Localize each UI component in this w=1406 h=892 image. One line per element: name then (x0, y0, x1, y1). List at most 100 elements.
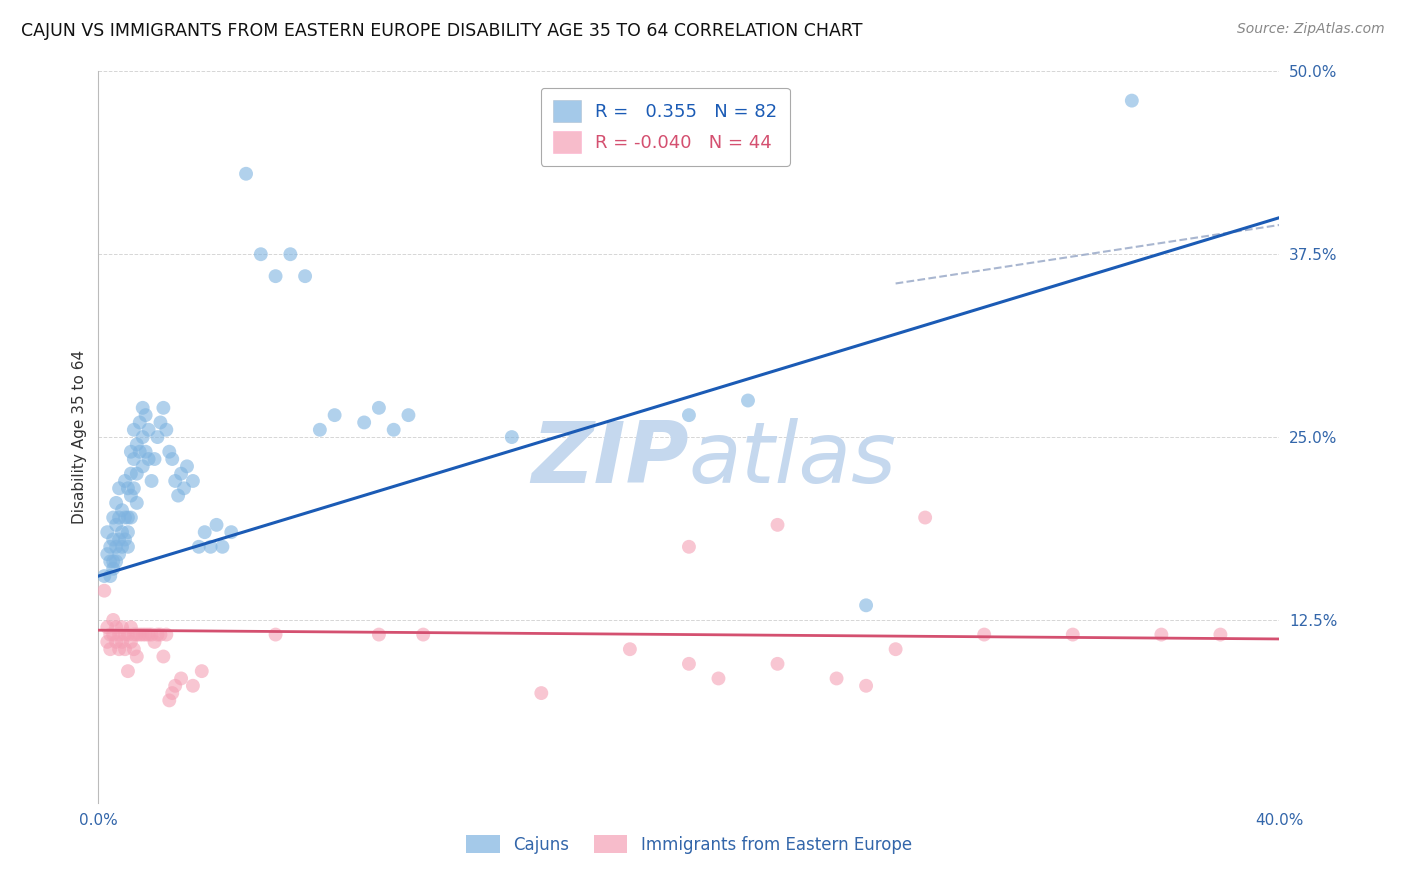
Point (105, 496, 128, 510)
Point (152, 649, 174, 664)
Point (323, 408, 346, 422)
Point (855, 599, 877, 613)
Point (165, 474, 187, 488)
Point (114, 533, 136, 547)
Point (398, 408, 420, 422)
Point (138, 452, 160, 467)
Point (141, 474, 163, 488)
Point (1150, 627, 1173, 641)
Point (125, 467, 148, 481)
Point (264, 269, 287, 284)
Point (149, 416, 172, 430)
Text: ZIP: ZIP (531, 417, 689, 500)
Point (125, 649, 148, 664)
Point (737, 393, 759, 408)
Point (120, 510, 142, 524)
Point (103, 562, 125, 576)
Point (138, 423, 160, 437)
Point (678, 657, 700, 671)
Point (96, 635, 118, 649)
Point (162, 686, 183, 700)
Point (135, 408, 157, 422)
Point (120, 489, 142, 503)
Point (132, 459, 155, 474)
Point (884, 642, 907, 657)
Point (382, 423, 405, 437)
Point (157, 444, 180, 458)
Point (200, 540, 222, 554)
Point (96, 525, 118, 540)
Point (117, 525, 139, 540)
Point (678, 408, 700, 422)
Point (766, 517, 789, 532)
Point (309, 423, 332, 437)
Point (155, 627, 177, 641)
Point (155, 423, 177, 437)
Point (181, 474, 204, 488)
Point (353, 416, 375, 430)
Point (98, 540, 121, 554)
Point (98, 627, 121, 641)
Point (143, 635, 166, 649)
Point (103, 533, 125, 547)
Point (120, 444, 142, 458)
Point (530, 686, 553, 700)
Point (125, 627, 148, 641)
Point (98, 554, 121, 568)
Point (205, 517, 228, 532)
Point (128, 627, 150, 641)
Point (138, 627, 160, 641)
Point (135, 627, 157, 641)
Y-axis label: Disability Age 35 to 64: Disability Age 35 to 64 (72, 350, 87, 524)
Point (221, 525, 243, 540)
Point (125, 496, 148, 510)
Point (194, 525, 217, 540)
Point (619, 642, 641, 657)
Point (117, 664, 139, 678)
Point (117, 627, 139, 641)
Point (141, 627, 163, 641)
Point (108, 642, 131, 657)
Point (117, 481, 139, 495)
Point (111, 540, 134, 554)
Point (211, 540, 233, 554)
Point (114, 642, 136, 657)
Point (108, 547, 131, 561)
Point (125, 437, 148, 451)
Point (108, 627, 131, 641)
Point (111, 503, 134, 517)
Point (825, 672, 848, 686)
Point (560, 423, 582, 437)
Point (132, 401, 155, 415)
Point (114, 510, 136, 524)
Point (187, 540, 209, 554)
Point (105, 620, 128, 634)
Point (146, 430, 169, 444)
Point (170, 672, 193, 686)
Point (122, 481, 145, 495)
Point (1209, 627, 1232, 641)
Point (103, 554, 125, 568)
Point (96, 547, 118, 561)
Point (105, 554, 128, 568)
Point (235, 167, 257, 181)
Point (412, 627, 434, 641)
Point (855, 679, 877, 693)
Point (173, 481, 195, 495)
Point (108, 510, 131, 524)
Point (103, 613, 125, 627)
Point (707, 672, 730, 686)
Point (157, 693, 180, 707)
Point (120, 635, 142, 649)
Point (108, 481, 131, 495)
Point (766, 657, 789, 671)
Point (135, 444, 157, 458)
Point (103, 627, 125, 641)
Point (165, 679, 187, 693)
Point (117, 540, 139, 554)
Point (152, 401, 174, 415)
Point (170, 467, 193, 481)
Point (149, 627, 172, 641)
Point (122, 423, 145, 437)
Point (176, 459, 198, 474)
